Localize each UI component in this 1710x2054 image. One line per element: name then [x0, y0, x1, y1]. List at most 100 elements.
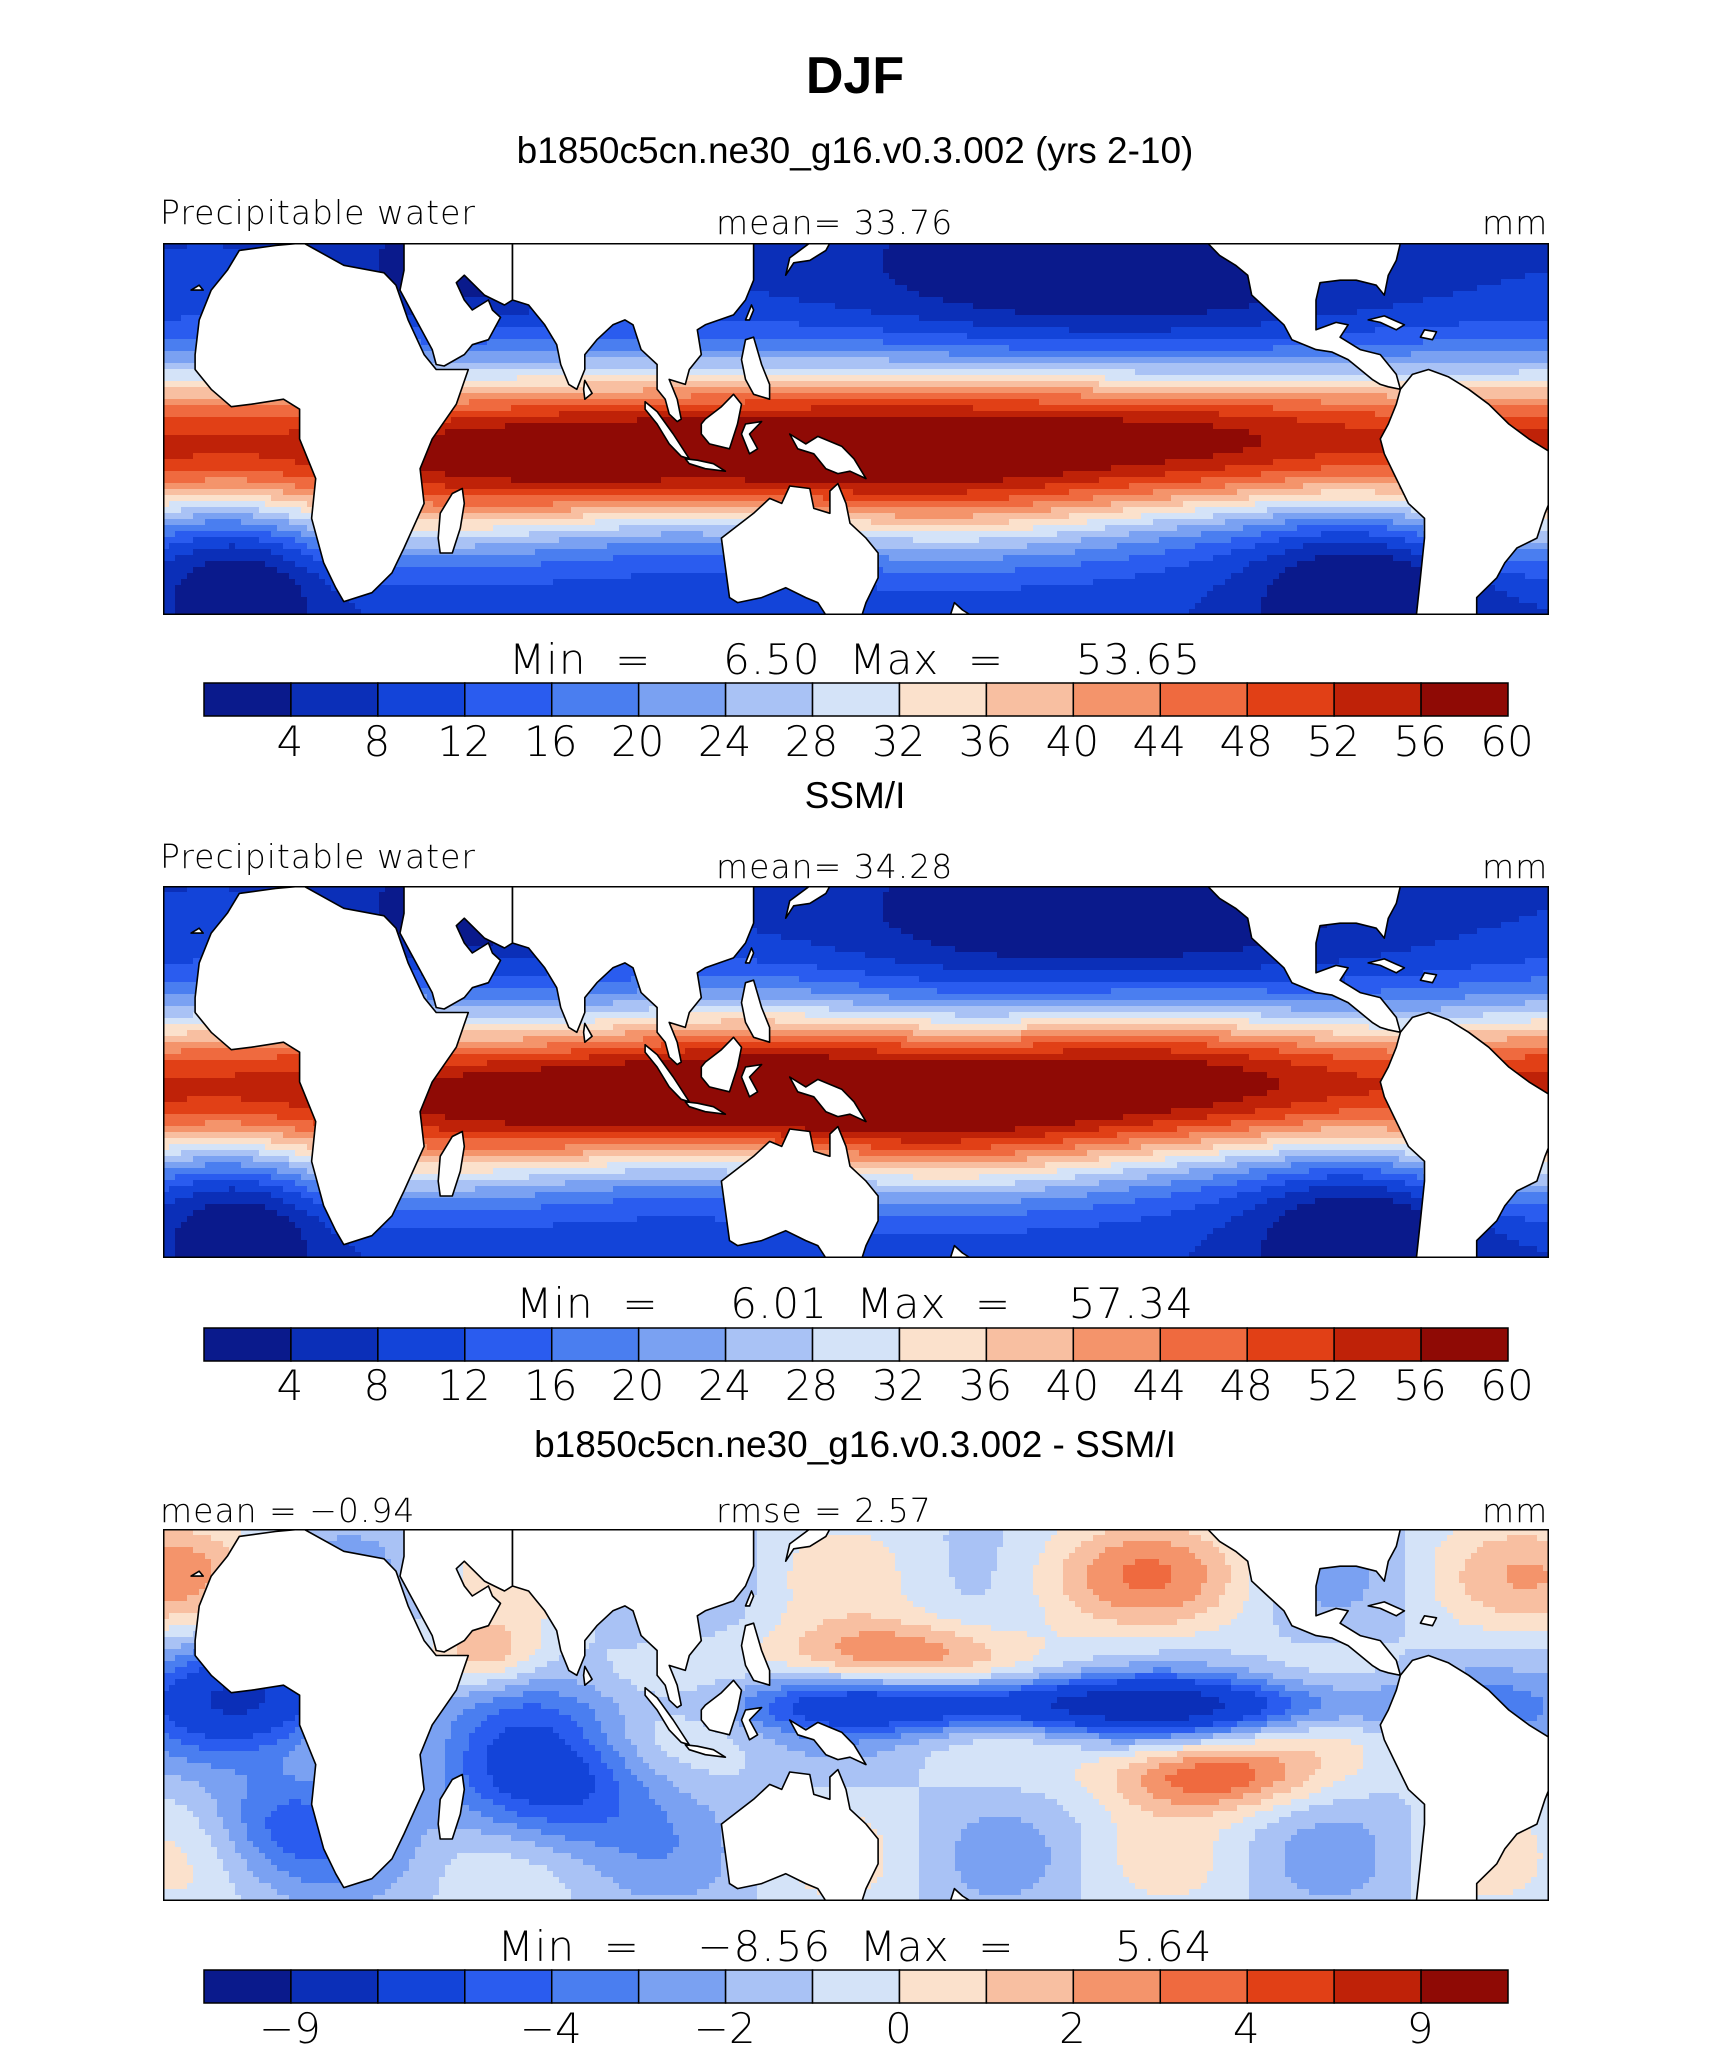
colorbar-box-14	[1420, 682, 1509, 717]
land-sulawesi	[740, 1063, 763, 1098]
panel3-subtitle: b1850c5cn.ne30_g16.v0.3.002 - SSM/I	[0, 1424, 1710, 1466]
colorbar-tick-label: 48	[1219, 717, 1272, 766]
colorbar-box-0	[203, 682, 292, 717]
land-australia	[720, 482, 879, 615]
land-philippines	[740, 336, 771, 400]
panel1-subtitle: b1850c5cn.ne30_g16.v0.3.002 (yrs 2-10)	[0, 130, 1710, 172]
land-outlines	[190, 243, 1549, 615]
colorbar-box-5	[637, 682, 727, 717]
colorbar-box-13	[1333, 682, 1422, 717]
land-cuba	[1367, 1601, 1406, 1617]
land-newguinea	[788, 1076, 867, 1123]
panel1-minmax: Min = 6.50 Max = 53.65	[0, 635, 1710, 684]
panel1-map	[163, 243, 1549, 615]
map-frame	[163, 243, 1549, 615]
colorbar-box-7	[811, 1969, 901, 2004]
land-philippines	[740, 979, 771, 1043]
land-samerica	[1379, 1011, 1549, 1258]
colorbar-box-4	[550, 682, 640, 717]
panel3-colorbar	[203, 1969, 1509, 2004]
panel2-units-label: mm	[1482, 847, 1548, 886]
panel3-map	[163, 1529, 1549, 1901]
panel2-colorbar	[203, 1327, 1509, 1362]
colorbar-box-8	[898, 1969, 988, 2004]
colorbar-box-2	[377, 1969, 466, 2004]
land-madeira	[190, 1570, 205, 1577]
land-outlines	[190, 1529, 1549, 1901]
land-madagascar	[437, 487, 466, 554]
colorbar-box-11	[1159, 682, 1248, 717]
panel3-rmse-label: rmse = 2.57	[716, 1491, 932, 1530]
land-srilanka	[582, 1022, 593, 1043]
colorbar-tick-label: 4	[277, 717, 304, 766]
colorbar-box-12	[1246, 1327, 1335, 1362]
colorbar-tick-label: 52	[1306, 1361, 1359, 1410]
colorbar-tick-label: 44	[1133, 717, 1186, 766]
panel1-colorbar	[203, 682, 1509, 717]
colorbar-box-8	[898, 682, 988, 717]
colorbar-tick-label: 40	[1046, 717, 1099, 766]
colorbar-box-2	[377, 682, 466, 717]
colorbar-tick-label: −2	[694, 2004, 756, 2053]
land-sumatra	[644, 1686, 691, 1746]
colorbar-tick-label: 48	[1219, 1361, 1272, 1410]
land-newzealand	[949, 601, 972, 615]
land-india	[511, 886, 755, 1066]
land-madeira	[190, 927, 205, 934]
colorbar-box-9	[985, 1969, 1075, 2004]
colorbar-tick-label: 20	[611, 1361, 664, 1410]
panel1-variable-label: Precipitable water	[160, 193, 476, 232]
land-madagascar	[437, 1773, 466, 1840]
colorbar-tick-label: 36	[959, 1361, 1012, 1410]
colorbar-tick-label: 56	[1393, 717, 1446, 766]
land-samerica	[1379, 368, 1549, 615]
colorbar-tick-label: 60	[1480, 1361, 1533, 1410]
colorbar-box-3	[464, 1327, 553, 1362]
colorbar-box-3	[464, 1969, 553, 2004]
colorbar-box-12	[1246, 1969, 1335, 2004]
panel2-minmax: Min = 6.01 Max = 57.34	[0, 1279, 1710, 1328]
colorbar-box-6	[724, 1327, 814, 1362]
land-newguinea	[788, 433, 867, 480]
land-sulawesi	[740, 1706, 763, 1741]
colorbar-tick-label: 12	[437, 1361, 490, 1410]
colorbar-box-10	[1072, 682, 1162, 717]
map-frame	[163, 1529, 1549, 1901]
colorbar-box-5	[637, 1327, 727, 1362]
land-java	[684, 1101, 727, 1115]
land-madagascar	[437, 1130, 466, 1197]
land-cuba	[1367, 958, 1406, 974]
land-java	[684, 458, 727, 472]
land-taiwan	[744, 1590, 755, 1607]
colorbar-tick-label: 28	[785, 1361, 838, 1410]
colorbar-tick-label: −9	[259, 2004, 321, 2053]
land-australia	[720, 1125, 879, 1258]
land-japan	[784, 886, 831, 920]
colorbar-box-10	[1072, 1969, 1162, 2004]
land-japan	[784, 243, 831, 277]
land-java	[684, 1744, 727, 1758]
colorbar-box-1	[290, 1969, 379, 2004]
colorbar-box-8	[898, 1327, 988, 1362]
colorbar-box-2	[377, 1327, 466, 1362]
land-hispaniola	[1419, 972, 1438, 984]
land-sumatra	[644, 400, 691, 460]
colorbar-box-7	[811, 682, 901, 717]
land-newguinea	[788, 1719, 867, 1766]
land-borneo	[700, 1036, 743, 1093]
page-title: DJF	[0, 46, 1710, 106]
colorbar-box-13	[1333, 1327, 1422, 1362]
colorbar-box-11	[1159, 1969, 1248, 2004]
colorbar-box-6	[724, 682, 814, 717]
colorbar-tick-label: 12	[437, 717, 490, 766]
land-srilanka	[582, 379, 593, 400]
land-taiwan	[744, 304, 755, 321]
colorbar-box-1	[290, 682, 379, 717]
land-madeira	[190, 284, 205, 291]
colorbar-box-4	[550, 1327, 640, 1362]
colorbar-tick-label: 32	[872, 717, 925, 766]
map-frame	[163, 886, 1549, 1258]
panel2-mean-label: mean= 34.28	[716, 847, 953, 886]
land-namerica	[1206, 886, 1402, 1034]
land-samerica	[1379, 1654, 1549, 1901]
